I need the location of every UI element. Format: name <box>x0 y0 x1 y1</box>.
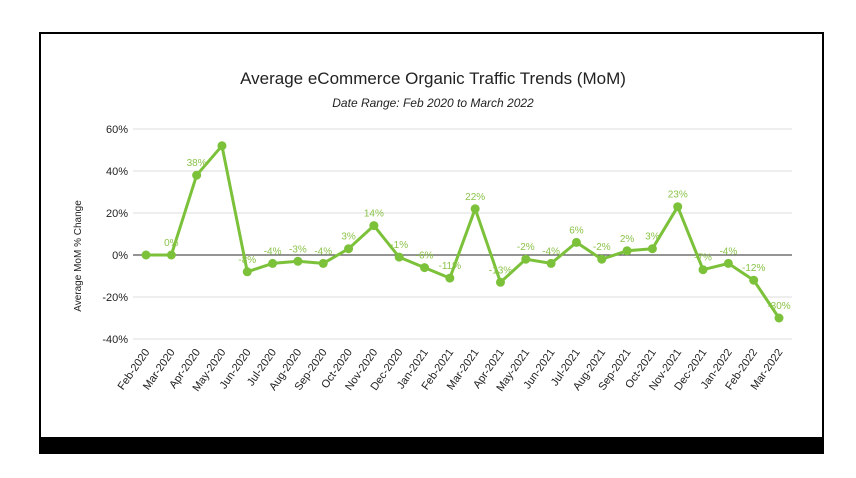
data-point <box>673 202 683 212</box>
chart-title: Average eCommerce Organic Traffic Trends… <box>240 69 626 88</box>
data-label: 14% <box>364 209 384 220</box>
y-tick-label: 40% <box>106 166 128 178</box>
data-point <box>470 204 480 214</box>
data-point <box>597 254 607 264</box>
data-point <box>571 237 581 247</box>
series-line <box>146 144 781 319</box>
data-points <box>141 141 784 323</box>
data-point <box>217 141 227 151</box>
data-label: -4% <box>542 246 560 257</box>
data-point <box>344 244 354 254</box>
data-label: -11% <box>439 261 462 272</box>
data-label: 2% <box>620 234 635 245</box>
data-point <box>166 250 176 260</box>
data-label: -4% <box>314 246 332 257</box>
data-label: -4% <box>264 246 282 257</box>
x-tick-labels: Feb-2020Mar-2020Apr-2020May-2020Jun-2020… <box>116 347 786 394</box>
bottom-bar <box>39 437 824 454</box>
gridlines <box>133 128 792 340</box>
y-tick-label: -40% <box>102 334 128 346</box>
data-label: -3% <box>289 244 307 255</box>
data-label: 38% <box>187 158 207 169</box>
data-label: -2% <box>593 242 611 253</box>
data-label: -13% <box>489 265 512 276</box>
y-tick-label: -20% <box>102 292 128 304</box>
data-point <box>192 170 202 180</box>
data-label: -2% <box>517 242 535 253</box>
data-label: 3% <box>645 232 660 243</box>
data-point <box>647 244 657 254</box>
data-point <box>723 258 733 268</box>
data-label: 23% <box>668 190 688 201</box>
y-tick-label: 20% <box>106 208 128 220</box>
data-label: -12% <box>742 263 765 274</box>
data-point <box>546 258 556 268</box>
data-point <box>521 254 531 264</box>
data-label: -1% <box>390 240 408 251</box>
data-point <box>268 258 278 268</box>
data-point <box>698 265 708 275</box>
data-point <box>495 277 505 287</box>
y-tick-labels: -40% -20% 0% 20% 40% 60% <box>102 124 128 346</box>
data-label: 3% <box>341 232 356 243</box>
y-axis-label: Average MoM % Change <box>73 200 84 312</box>
chart-subtitle: Date Range: Feb 2020 to March 2022 <box>332 96 534 110</box>
data-label: -8% <box>238 255 256 266</box>
data-point <box>293 256 303 266</box>
y-tick-label: 0% <box>112 250 128 262</box>
data-label: 0% <box>164 238 179 249</box>
data-point <box>420 263 430 273</box>
data-point <box>318 258 328 268</box>
data-point <box>394 252 404 262</box>
y-tick-label: 60% <box>106 124 128 136</box>
data-label: -6% <box>416 251 434 262</box>
data-label: -30% <box>767 301 790 312</box>
data-label: 6% <box>569 225 584 236</box>
data-point <box>141 250 151 260</box>
data-label: -7% <box>694 253 712 264</box>
data-label: -4% <box>719 246 737 257</box>
data-point <box>445 273 455 283</box>
data-point <box>622 246 632 256</box>
data-point <box>749 275 759 285</box>
data-labels: 0% 38% -8% -4% -3% -4% 3% 14% -1% -6% -11% 22% -13% -… <box>164 158 791 312</box>
data-point <box>242 267 252 277</box>
data-point <box>369 221 379 231</box>
series-line-group <box>146 144 781 319</box>
data-label: 22% <box>465 192 485 203</box>
data-point <box>774 313 784 323</box>
